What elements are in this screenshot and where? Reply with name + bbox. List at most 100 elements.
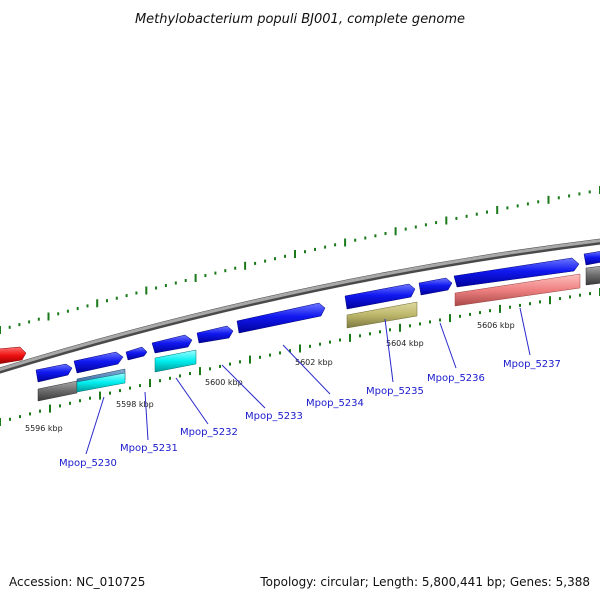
outer-track-minor-tick [424, 223, 427, 227]
ruler-minor-tick [229, 362, 231, 366]
accession-text: Accession: NC_010725 [9, 575, 145, 589]
outer-track-minor-tick [506, 206, 509, 210]
ruler-minor-tick [159, 379, 161, 383]
feature-box-gray-5230 [37, 380, 78, 402]
gene-label-mpop-5237[interactable]: Mpop_5237 [503, 359, 561, 370]
ruler-major-tick [399, 323, 401, 332]
ruler-minor-tick [589, 292, 591, 296]
ruler-minor-tick [9, 417, 11, 421]
outer-track-minor-tick [274, 257, 276, 261]
outer-track-major-tick [96, 299, 99, 308]
leader-mpop-5232 [175, 377, 209, 425]
ruler-minor-tick [569, 295, 571, 299]
gene-leader-lines [85, 307, 531, 455]
ruler-minor-tick [469, 312, 471, 316]
ruler-minor-tick [79, 399, 81, 403]
outer-track-minor-tick [254, 261, 257, 265]
map-title: Methylobacterium populi BJ001, complete … [135, 12, 465, 27]
feature-box-pink-5237 [454, 273, 581, 307]
leader-mpop-5231 [144, 391, 149, 441]
feature-arrow-mpop-5237 [453, 257, 580, 288]
gene-label-mpop-5234[interactable]: Mpop_5234 [306, 398, 364, 409]
ruler-major-tick [449, 314, 451, 323]
ruler-minor-tick [289, 349, 291, 353]
outer-track-minor-tick [214, 271, 217, 275]
feature-arrow-mpop-5232 [125, 346, 148, 361]
outer-track-minor-tick [435, 221, 438, 225]
ruler-minor-tick [559, 297, 561, 301]
ruler-minor-tick [109, 391, 111, 395]
feature-arrow-mpop-5236 [418, 277, 453, 296]
outer-track-minor-tick [8, 325, 11, 329]
ruler-major-tick [299, 344, 301, 353]
ruler-label-5606: 5606 kbp [477, 321, 515, 330]
ruler-major-tick [349, 333, 351, 342]
outer-track-minor-tick [66, 309, 69, 313]
feature-arrow-mpop-5234 [236, 302, 326, 334]
ruler-minor-tick [29, 412, 31, 416]
ruler-major-tick [199, 367, 201, 376]
ruler-minor-tick [409, 324, 411, 328]
outer-track-minor-tick [404, 227, 407, 231]
feature-arrow-mpop-5233b [196, 325, 234, 344]
outer-track-minor-tick [37, 317, 40, 321]
outer-track-minor-tick [537, 200, 540, 204]
outer-track-minor-tick [486, 210, 488, 214]
ruler-label-5602: 5602 kbp [295, 358, 333, 367]
ruler-minor-tick [369, 332, 371, 336]
outer-track-minor-tick [115, 296, 118, 300]
leader-mpop-5235 [384, 318, 394, 383]
ruler-label-5596: 5596 kbp [25, 424, 63, 433]
leader-mpop-5236 [439, 322, 457, 369]
outer-track-minor-tick [516, 204, 519, 208]
outer-track-minor-tick [568, 194, 571, 198]
ruler-major-tick [549, 296, 551, 305]
ruler-minor-tick [69, 401, 71, 405]
gene-label-mpop-5233[interactable]: Mpop_5233 [245, 411, 303, 422]
outer-track-minor-tick [106, 299, 108, 303]
ruler-minor-tick [429, 320, 431, 324]
ruler-major-tick [249, 355, 251, 364]
gene-label-mpop-5236[interactable]: Mpop_5236 [427, 373, 485, 384]
ruler-minor-tick [89, 396, 91, 400]
outer-track-major-tick [0, 326, 1, 334]
outer-track-minor-tick [414, 225, 417, 229]
ruler-minor-tick [169, 376, 171, 380]
ruler-minor-tick [479, 311, 481, 315]
ruler-minor-tick [529, 302, 531, 306]
ruler-label-5598: 5598 kbp [116, 400, 154, 409]
gene-label-mpop-5235[interactable]: Mpop_5235 [366, 386, 424, 397]
feature-arrow-mpop-5233a [151, 334, 193, 354]
feature-arrow-edge [583, 251, 600, 266]
outer-track-major-tick [547, 195, 550, 204]
leader-mpop-5230 [85, 396, 105, 455]
gene-label-mpop-5232[interactable]: Mpop_5232 [180, 427, 238, 438]
ruler-minor-tick [129, 386, 131, 390]
ruler-minor-tick [419, 322, 421, 326]
ruler-minor-tick [359, 334, 361, 338]
outer-track-minor-tick [174, 281, 177, 285]
feature-box-khaki-5235 [346, 301, 418, 329]
ruler-major-tick [149, 379, 151, 388]
outer-track-minor-tick [314, 247, 316, 251]
ruler-label-5600: 5600 kbp [205, 378, 243, 387]
outer-track-minor-tick [135, 291, 138, 295]
outer-track-minor-tick [578, 192, 581, 196]
ruler-minor-tick [269, 353, 271, 357]
ruler-minor-tick [59, 404, 61, 408]
ruler-minor-tick [279, 351, 281, 355]
gene-label-mpop-5231[interactable]: Mpop_5231 [120, 443, 178, 454]
ruler-minor-tick [329, 340, 331, 344]
ruler-minor-tick [219, 364, 221, 368]
outer-track-minor-tick [324, 245, 327, 249]
genome-backbone [0, 238, 600, 374]
feature-arrow-mpop-5231 [73, 351, 124, 374]
ruler-minor-tick [389, 328, 391, 332]
leader-mpop-5233 [221, 364, 266, 409]
ruler-minor-tick [189, 372, 191, 375]
gene-label-mpop-5230[interactable]: Mpop_5230 [59, 458, 117, 469]
feature-box-cyan-5232 [154, 349, 197, 373]
outer-track-major-tick [445, 216, 448, 225]
